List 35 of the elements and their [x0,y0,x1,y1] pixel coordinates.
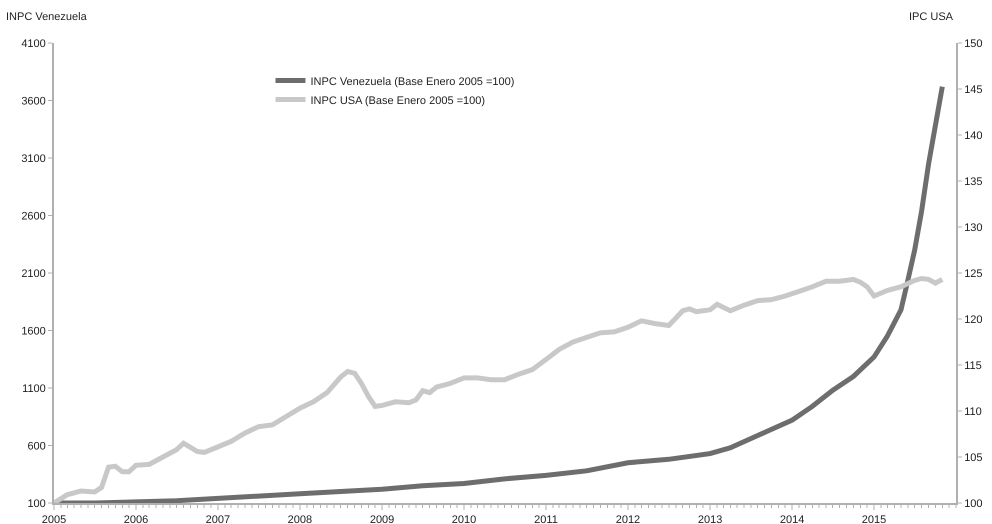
y2-axis-title: IPC USA [909,11,954,23]
y2-tick-label: 100 [964,498,983,510]
y-tick-label: 4100 [21,38,46,50]
y-tick-label: 100 [27,498,46,510]
x-tick-label: 2010 [452,514,476,524]
legend-label: INPC Venezuela (Base Enero 2005 =100) [310,76,514,88]
y2-tick-label: 125 [964,268,983,280]
y2-tick-label: 135 [964,176,983,188]
y2-tick-label: 145 [964,84,983,96]
y-tick-label: 3100 [21,152,46,165]
y-tick-label: 3600 [21,95,46,108]
x-tick-label: 2015 [862,514,886,524]
x-tick-label: 2006 [124,514,148,524]
y-axis-title: INPC Venezuela [6,11,88,23]
x-tick-label: 2012 [616,514,640,524]
x-tick-label: 2013 [698,514,722,524]
legend-label: INPC USA (Base Enero 2005 =100) [310,94,486,107]
y2-tick-label: 130 [964,222,983,234]
y2-tick-label: 115 [964,360,982,372]
y-tick-label: 600 [27,440,46,452]
x-tick-label: 2005 [42,514,66,524]
x-tick-label: 2007 [206,514,230,524]
y-tick-label: 2100 [21,268,46,280]
x-tick-label: 2014 [780,514,804,524]
y-tick-label: 2600 [21,210,46,222]
y-tick-label: 1100 [22,382,46,395]
x-tick-label: 2008 [288,514,312,524]
x-tick-label: 2009 [370,514,394,524]
y2-tick-label: 150 [964,38,983,50]
y2-tick-label: 120 [964,314,983,326]
y-tick-label: 1600 [21,325,46,338]
x-tick-label: 2011 [534,514,558,524]
y2-tick-label: 105 [964,452,983,464]
y2-tick-label: 110 [964,406,982,418]
y2-tick-label: 140 [964,130,983,142]
